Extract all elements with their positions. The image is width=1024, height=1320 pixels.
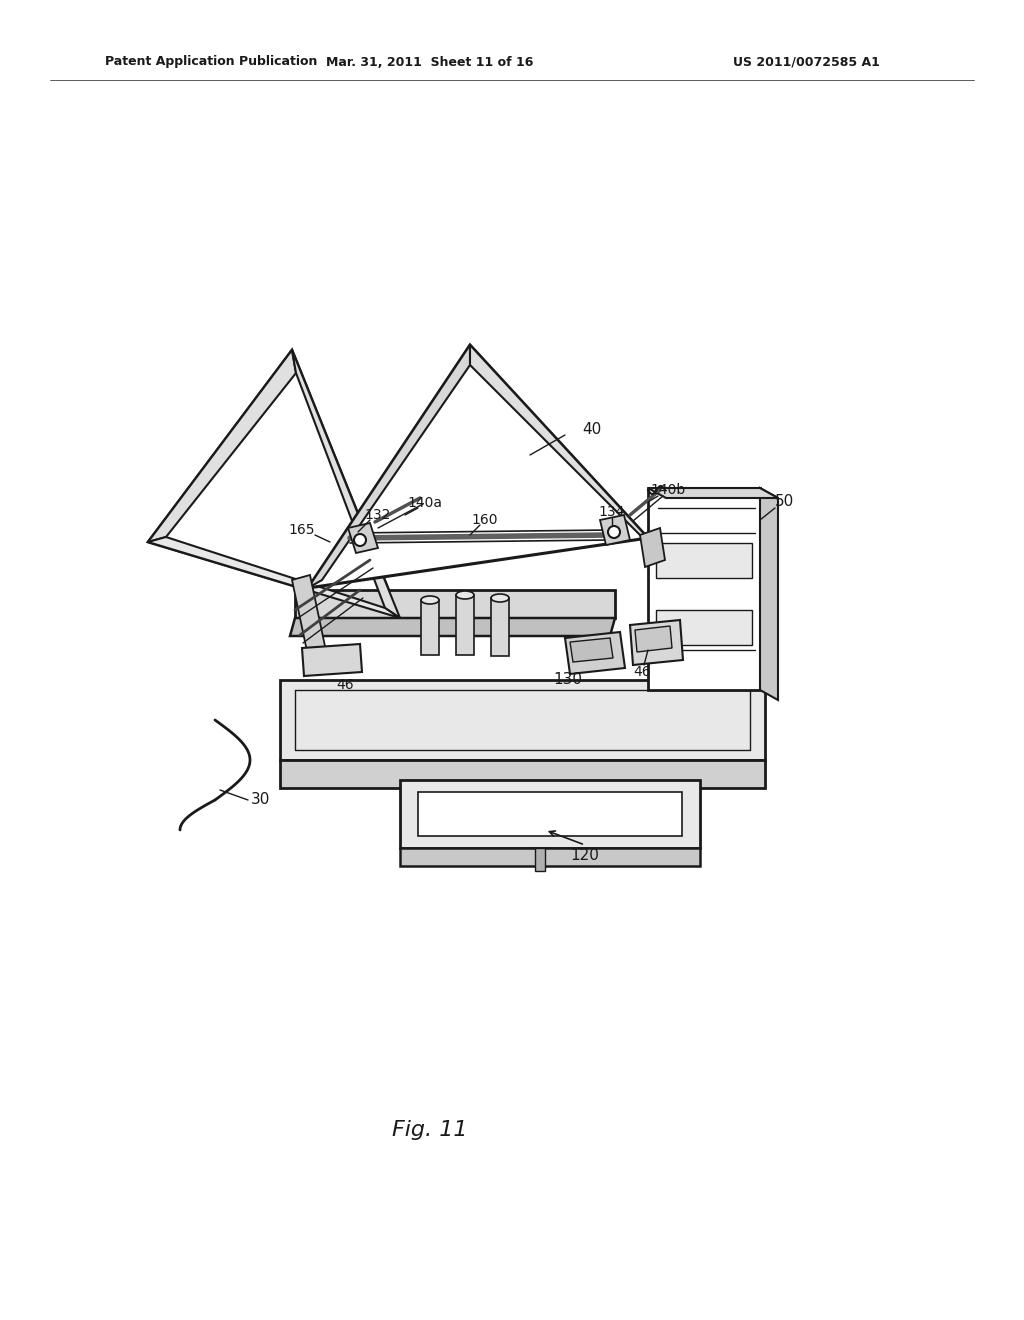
Text: Patent Application Publication: Patent Application Publication <box>105 55 317 69</box>
Polygon shape <box>760 488 778 700</box>
Text: 30: 30 <box>250 792 269 808</box>
Polygon shape <box>308 345 470 587</box>
Ellipse shape <box>490 594 509 602</box>
Polygon shape <box>565 632 625 675</box>
Circle shape <box>608 525 620 539</box>
Polygon shape <box>640 528 665 568</box>
Polygon shape <box>600 515 630 545</box>
Polygon shape <box>418 792 682 836</box>
Text: 40: 40 <box>583 422 602 437</box>
Polygon shape <box>292 350 400 618</box>
Text: 160: 160 <box>472 513 499 527</box>
Polygon shape <box>648 488 760 690</box>
Polygon shape <box>308 345 648 587</box>
Polygon shape <box>630 620 683 665</box>
Bar <box>490 598 509 656</box>
Text: 132: 132 <box>365 508 391 521</box>
Polygon shape <box>290 618 615 636</box>
Polygon shape <box>656 543 752 578</box>
Polygon shape <box>648 488 778 498</box>
Polygon shape <box>148 350 296 543</box>
Text: 120: 120 <box>570 847 599 862</box>
Polygon shape <box>348 523 378 553</box>
Polygon shape <box>570 638 613 663</box>
Text: 130: 130 <box>554 672 583 688</box>
Text: Fig. 11: Fig. 11 <box>392 1119 468 1140</box>
Bar <box>456 595 474 655</box>
Ellipse shape <box>421 597 439 605</box>
Text: Mar. 31, 2011  Sheet 11 of 16: Mar. 31, 2011 Sheet 11 of 16 <box>327 55 534 69</box>
Text: US 2011/0072585 A1: US 2011/0072585 A1 <box>733 55 880 69</box>
Text: 140b: 140b <box>650 483 686 498</box>
Polygon shape <box>400 847 700 866</box>
Text: 140a: 140a <box>408 496 442 510</box>
Polygon shape <box>280 680 765 760</box>
Polygon shape <box>280 760 765 788</box>
Text: 46: 46 <box>633 665 651 678</box>
Polygon shape <box>400 780 700 847</box>
Polygon shape <box>292 576 330 675</box>
Ellipse shape <box>456 591 474 599</box>
Polygon shape <box>535 847 545 871</box>
Polygon shape <box>470 345 648 539</box>
Polygon shape <box>302 644 362 676</box>
Text: 50: 50 <box>775 495 795 510</box>
Text: 46: 46 <box>336 678 354 692</box>
Circle shape <box>354 535 366 546</box>
Polygon shape <box>148 350 400 618</box>
Text: 165: 165 <box>289 523 315 537</box>
Polygon shape <box>635 626 672 652</box>
Polygon shape <box>656 610 752 645</box>
Text: 134: 134 <box>599 506 626 519</box>
Bar <box>421 601 439 655</box>
Polygon shape <box>148 537 400 618</box>
Polygon shape <box>295 590 615 618</box>
